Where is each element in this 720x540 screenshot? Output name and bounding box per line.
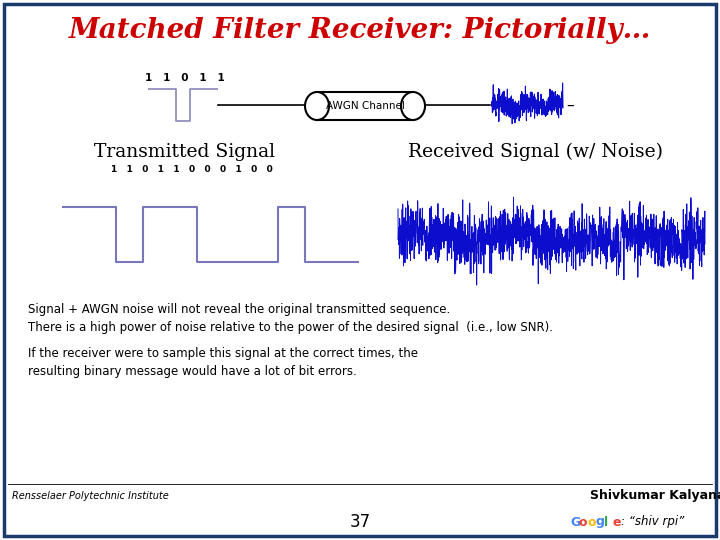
Text: o: o <box>587 516 595 529</box>
Text: 37: 37 <box>349 513 371 531</box>
Text: 1   1   0   1   1   0   0   0   1   0   0: 1 1 0 1 1 0 0 0 1 0 0 <box>111 165 273 174</box>
Text: Shivkumar Kalyanaraman: Shivkumar Kalyanaraman <box>590 489 720 503</box>
Text: Rensselaer Polytechnic Institute: Rensselaer Polytechnic Institute <box>12 491 168 501</box>
Text: e: e <box>613 516 621 529</box>
Text: Transmitted Signal: Transmitted Signal <box>94 143 276 161</box>
Text: Matched Filter Receiver: Pictorially…: Matched Filter Receiver: Pictorially… <box>69 17 651 44</box>
Text: : “shiv rpi”: : “shiv rpi” <box>621 516 684 529</box>
Text: If the receiver were to sample this signal at the correct times, the
resulting b: If the receiver were to sample this sign… <box>28 347 418 377</box>
Bar <box>317 92 413 120</box>
Text: Signal + AWGN noise will not reveal the original transmitted sequence.
There is : Signal + AWGN noise will not reveal the … <box>28 302 553 334</box>
Text: Received Signal (w/ Noise): Received Signal (w/ Noise) <box>408 143 662 161</box>
Text: AWGN Channel: AWGN Channel <box>325 101 405 111</box>
Text: –: – <box>566 98 574 112</box>
Ellipse shape <box>305 92 329 120</box>
Text: o: o <box>578 516 587 529</box>
Text: l: l <box>604 516 608 529</box>
Text: 1   1   0   1   1: 1 1 0 1 1 <box>145 73 225 83</box>
Text: g: g <box>595 516 604 529</box>
Text: G: G <box>570 516 580 529</box>
Ellipse shape <box>401 92 425 120</box>
